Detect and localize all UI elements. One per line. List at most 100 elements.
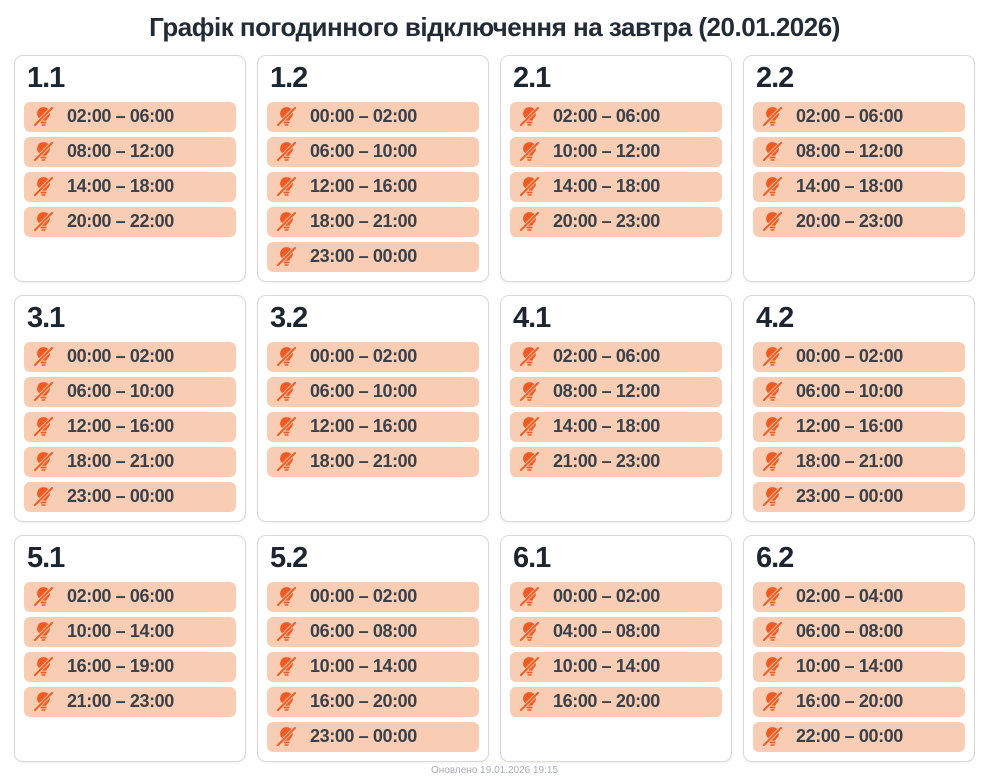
outage-time-range: 12:00 – 16:00 <box>796 416 903 437</box>
outage-time-range: 08:00 – 12:00 <box>67 141 174 162</box>
outage-time-range: 12:00 – 16:00 <box>310 176 417 197</box>
outage-slot: 14:00 – 18:00 <box>510 411 722 442</box>
outage-slot: 00:00 – 02:00 <box>753 341 965 372</box>
outage-slot: 12:00 – 16:00 <box>267 411 479 442</box>
page-title: Графік погодинного відключення на завтра… <box>149 12 840 42</box>
outage-time-range: 14:00 – 18:00 <box>553 416 660 437</box>
outage-time-range: 23:00 – 00:00 <box>67 486 174 507</box>
queue-card: 1.2 00:00 – 02:00 06:00 – 10:00 12:00 – 16:… <box>257 55 489 282</box>
outage-slot: 20:00 – 23:00 <box>753 206 965 237</box>
light-off-icon <box>519 211 540 232</box>
outage-time-range: 23:00 – 00:00 <box>796 486 903 507</box>
outage-time-range: 16:00 – 20:00 <box>796 691 903 712</box>
outage-time-range: 14:00 – 18:00 <box>796 176 903 197</box>
outage-time-range: 10:00 – 14:00 <box>796 656 903 677</box>
outage-time-range: 10:00 – 14:00 <box>67 621 174 642</box>
outage-time-range: 00:00 – 02:00 <box>310 586 417 607</box>
queue-label: 2.2 <box>756 62 794 94</box>
outage-slot: 08:00 – 12:00 <box>510 376 722 407</box>
light-off-icon <box>33 451 54 472</box>
light-off-icon <box>519 381 540 402</box>
light-off-icon <box>276 586 297 607</box>
outage-slot: 10:00 – 14:00 <box>510 651 722 682</box>
light-off-icon <box>762 346 783 367</box>
outage-time-range: 20:00 – 23:00 <box>553 211 660 232</box>
outage-slot: 02:00 – 06:00 <box>24 101 236 132</box>
outage-time-range: 21:00 – 23:00 <box>67 691 174 712</box>
outage-time-range: 22:00 – 00:00 <box>796 726 903 747</box>
outage-time-range: 06:00 – 08:00 <box>310 621 417 642</box>
outage-time-range: 02:00 – 06:00 <box>796 106 903 127</box>
light-off-icon <box>33 656 54 677</box>
outage-time-range: 02:00 – 06:00 <box>553 106 660 127</box>
outage-slot: 23:00 – 00:00 <box>24 481 236 512</box>
outage-slot: 02:00 – 06:00 <box>510 101 722 132</box>
outage-slot: 12:00 – 16:00 <box>267 171 479 202</box>
outage-time-range: 02:00 – 06:00 <box>67 586 174 607</box>
outage-slot: 16:00 – 20:00 <box>753 686 965 717</box>
queue-label: 4.1 <box>513 301 551 334</box>
queue-card: 3.1 00:00 – 02:00 06:00 – 10:00 12:00 – 16:… <box>14 294 246 522</box>
light-off-icon <box>762 176 783 197</box>
outage-slot: 18:00 – 21:00 <box>267 446 479 477</box>
outage-slot: 23:00 – 00:00 <box>753 481 965 512</box>
queue-label: 6.2 <box>756 541 794 574</box>
schedule-page: Графік погодинного відключення на завтра… <box>14 12 975 776</box>
outage-slot: 06:00 – 10:00 <box>753 376 965 407</box>
outage-time-range: 23:00 – 00:00 <box>310 726 417 747</box>
outage-time-range: 06:00 – 10:00 <box>67 381 174 402</box>
outage-slot: 00:00 – 02:00 <box>24 341 236 372</box>
outage-time-range: 18:00 – 21:00 <box>67 451 174 472</box>
outage-slot: 00:00 – 02:00 <box>267 101 479 132</box>
light-off-icon <box>33 106 54 127</box>
queue-label: 1.2 <box>270 62 308 94</box>
queue-label: 5.1 <box>27 541 65 574</box>
outage-slot: 02:00 – 04:00 <box>753 581 965 612</box>
outage-time-range: 12:00 – 16:00 <box>310 416 417 437</box>
light-off-icon <box>762 451 783 472</box>
outage-time-range: 08:00 – 12:00 <box>796 141 903 162</box>
outage-slot: 10:00 – 14:00 <box>267 651 479 682</box>
light-off-icon <box>519 656 540 677</box>
outage-slot: 21:00 – 23:00 <box>510 446 722 477</box>
queue-label: 6.1 <box>513 541 551 574</box>
outage-slot: 14:00 – 18:00 <box>510 171 722 202</box>
light-off-icon <box>33 211 54 232</box>
queue-card: 2.2 02:00 – 06:00 08:00 – 12:00 14:00 – 18:… <box>743 55 975 282</box>
outage-time-range: 02:00 – 06:00 <box>67 106 174 127</box>
light-off-icon <box>33 621 54 642</box>
outage-slot: 06:00 – 10:00 <box>267 136 479 167</box>
outage-time-range: 00:00 – 02:00 <box>553 586 660 607</box>
light-off-icon <box>276 416 297 437</box>
outage-slot: 10:00 – 12:00 <box>510 136 722 167</box>
light-off-icon <box>276 381 297 402</box>
outage-time-range: 14:00 – 18:00 <box>67 176 174 197</box>
outage-time-range: 16:00 – 20:00 <box>553 691 660 712</box>
outage-time-range: 00:00 – 02:00 <box>310 106 417 127</box>
light-off-icon <box>33 416 54 437</box>
light-off-icon <box>762 726 783 747</box>
outage-time-range: 18:00 – 21:00 <box>796 451 903 472</box>
outage-slot: 02:00 – 06:00 <box>24 581 236 612</box>
outage-time-range: 06:00 – 10:00 <box>796 381 903 402</box>
outage-slot: 06:00 – 10:00 <box>24 376 236 407</box>
queue-card: 6.1 00:00 – 02:00 04:00 – 08:00 10:00 – 14:… <box>500 534 732 762</box>
light-off-icon <box>519 176 540 197</box>
outage-slot: 22:00 – 00:00 <box>753 721 965 752</box>
queue-card: 6.2 02:00 – 04:00 06:00 – 08:00 10:00 – 14:… <box>743 534 975 762</box>
outage-slot: 00:00 – 02:00 <box>267 341 479 372</box>
light-off-icon <box>762 141 783 162</box>
outage-slot: 02:00 – 06:00 <box>510 341 722 372</box>
outage-slot: 10:00 – 14:00 <box>753 651 965 682</box>
light-off-icon <box>33 176 54 197</box>
outage-slot: 20:00 – 23:00 <box>510 206 722 237</box>
outage-slot: 08:00 – 12:00 <box>753 136 965 167</box>
queue-card: 5.1 02:00 – 06:00 10:00 – 14:00 16:00 – 19:… <box>14 534 246 762</box>
queue-label: 3.1 <box>27 301 65 334</box>
outage-slot: 06:00 – 10:00 <box>267 376 479 407</box>
outage-time-range: 04:00 – 08:00 <box>553 621 660 642</box>
outage-time-range: 16:00 – 20:00 <box>310 691 417 712</box>
light-off-icon <box>276 621 297 642</box>
outage-slot: 20:00 – 22:00 <box>24 206 236 237</box>
light-off-icon <box>276 141 297 162</box>
